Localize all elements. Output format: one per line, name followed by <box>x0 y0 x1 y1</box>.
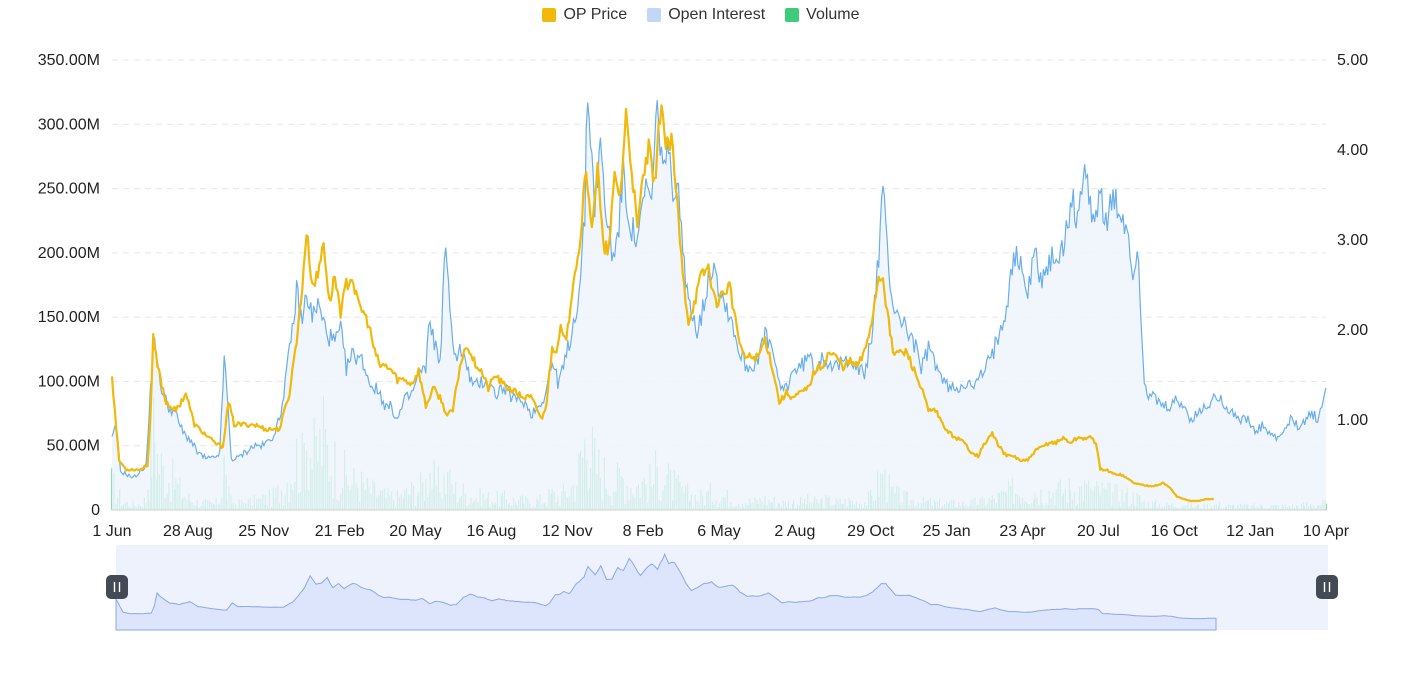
zoom-slider[interactable] <box>106 545 1338 631</box>
x-axis-tick-label: 25 Nov <box>238 523 289 540</box>
right-y-axis: 1.00 2.00 3.00 4.00 5.00 <box>1337 52 1368 429</box>
legend-swatch-open-interest <box>647 8 662 22</box>
slider-handle-left[interactable] <box>106 575 128 599</box>
legend-label-volume: Volume <box>806 6 860 23</box>
legend-swatch-op-price <box>542 8 557 22</box>
op-price-line <box>110 104 1215 503</box>
x-axis-tick-label: 16 Aug <box>466 523 516 540</box>
legend-item-open-interest[interactable]: Open Interest <box>647 6 765 24</box>
x-axis-tick-label: 20 May <box>389 523 441 540</box>
x-axis-tick-label: 10 Apr <box>1303 523 1350 540</box>
left-y-axis: 0 50.00M 100.00M 150.00M 200.00M 250.00M 300.0… <box>38 52 100 519</box>
left-axis-tick-label: 100.00M <box>38 373 100 390</box>
x-axis-tick-label: 16 Oct <box>1151 523 1199 540</box>
x-axis-tick-label: 12 Jan <box>1226 523 1274 540</box>
slider-handle-body <box>106 575 128 599</box>
left-axis-tick-label: 0 <box>91 502 100 519</box>
x-axis-tick-label: 6 May <box>697 523 741 540</box>
x-axis-tick-label: 23 Apr <box>999 523 1046 540</box>
x-axis-tick-label: 12 Nov <box>542 523 593 540</box>
x-axis-tick-label: 25 Jan <box>923 523 971 540</box>
right-axis-tick-label: 3.00 <box>1337 232 1368 249</box>
left-axis-tick-label: 150.00M <box>38 309 100 326</box>
left-axis-tick-label: 200.00M <box>38 245 100 262</box>
slider-handle-body <box>1316 575 1338 599</box>
x-axis-tick-label: 21 Feb <box>315 523 365 540</box>
legend-item-volume[interactable]: Volume <box>785 6 860 24</box>
slider-handle-right[interactable] <box>1316 575 1338 599</box>
x-axis-tick-label: 20 Jul <box>1077 523 1120 540</box>
legend-label-open-interest: Open Interest <box>668 6 766 23</box>
x-axis-tick-label: 29 Oct <box>847 523 895 540</box>
left-axis-tick-label: 250.00M <box>38 181 100 198</box>
x-axis-tick-label: 28 Aug <box>163 523 213 540</box>
legend-label-op-price: OP Price <box>563 6 628 23</box>
right-axis-tick-label: 1.00 <box>1337 412 1368 429</box>
x-axis-tick-label: 1 Jun <box>92 523 131 540</box>
x-axis: 1 Jun 28 Aug 25 Nov 21 Feb 20 May 16 Aug 12 No… <box>92 509 1350 540</box>
op-price-series <box>110 104 1215 503</box>
x-axis-tick-label: 2 Aug <box>774 523 815 540</box>
right-axis-tick-label: 4.00 <box>1337 142 1368 159</box>
left-axis-tick-label: 300.00M <box>38 116 100 133</box>
chart-legend: OP Price Open Interest Volume <box>0 6 1402 24</box>
legend-item-op-price[interactable]: OP Price <box>542 6 627 24</box>
right-axis-tick-label: 5.00 <box>1337 52 1368 69</box>
slider-preview-area <box>115 552 1217 631</box>
legend-swatch-volume <box>785 8 800 22</box>
x-axis-tick-label: 8 Feb <box>623 523 664 540</box>
left-axis-tick-label: 350.00M <box>38 52 100 69</box>
right-axis-tick-label: 2.00 <box>1337 322 1368 339</box>
left-axis-tick-label: 50.00M <box>47 438 100 455</box>
